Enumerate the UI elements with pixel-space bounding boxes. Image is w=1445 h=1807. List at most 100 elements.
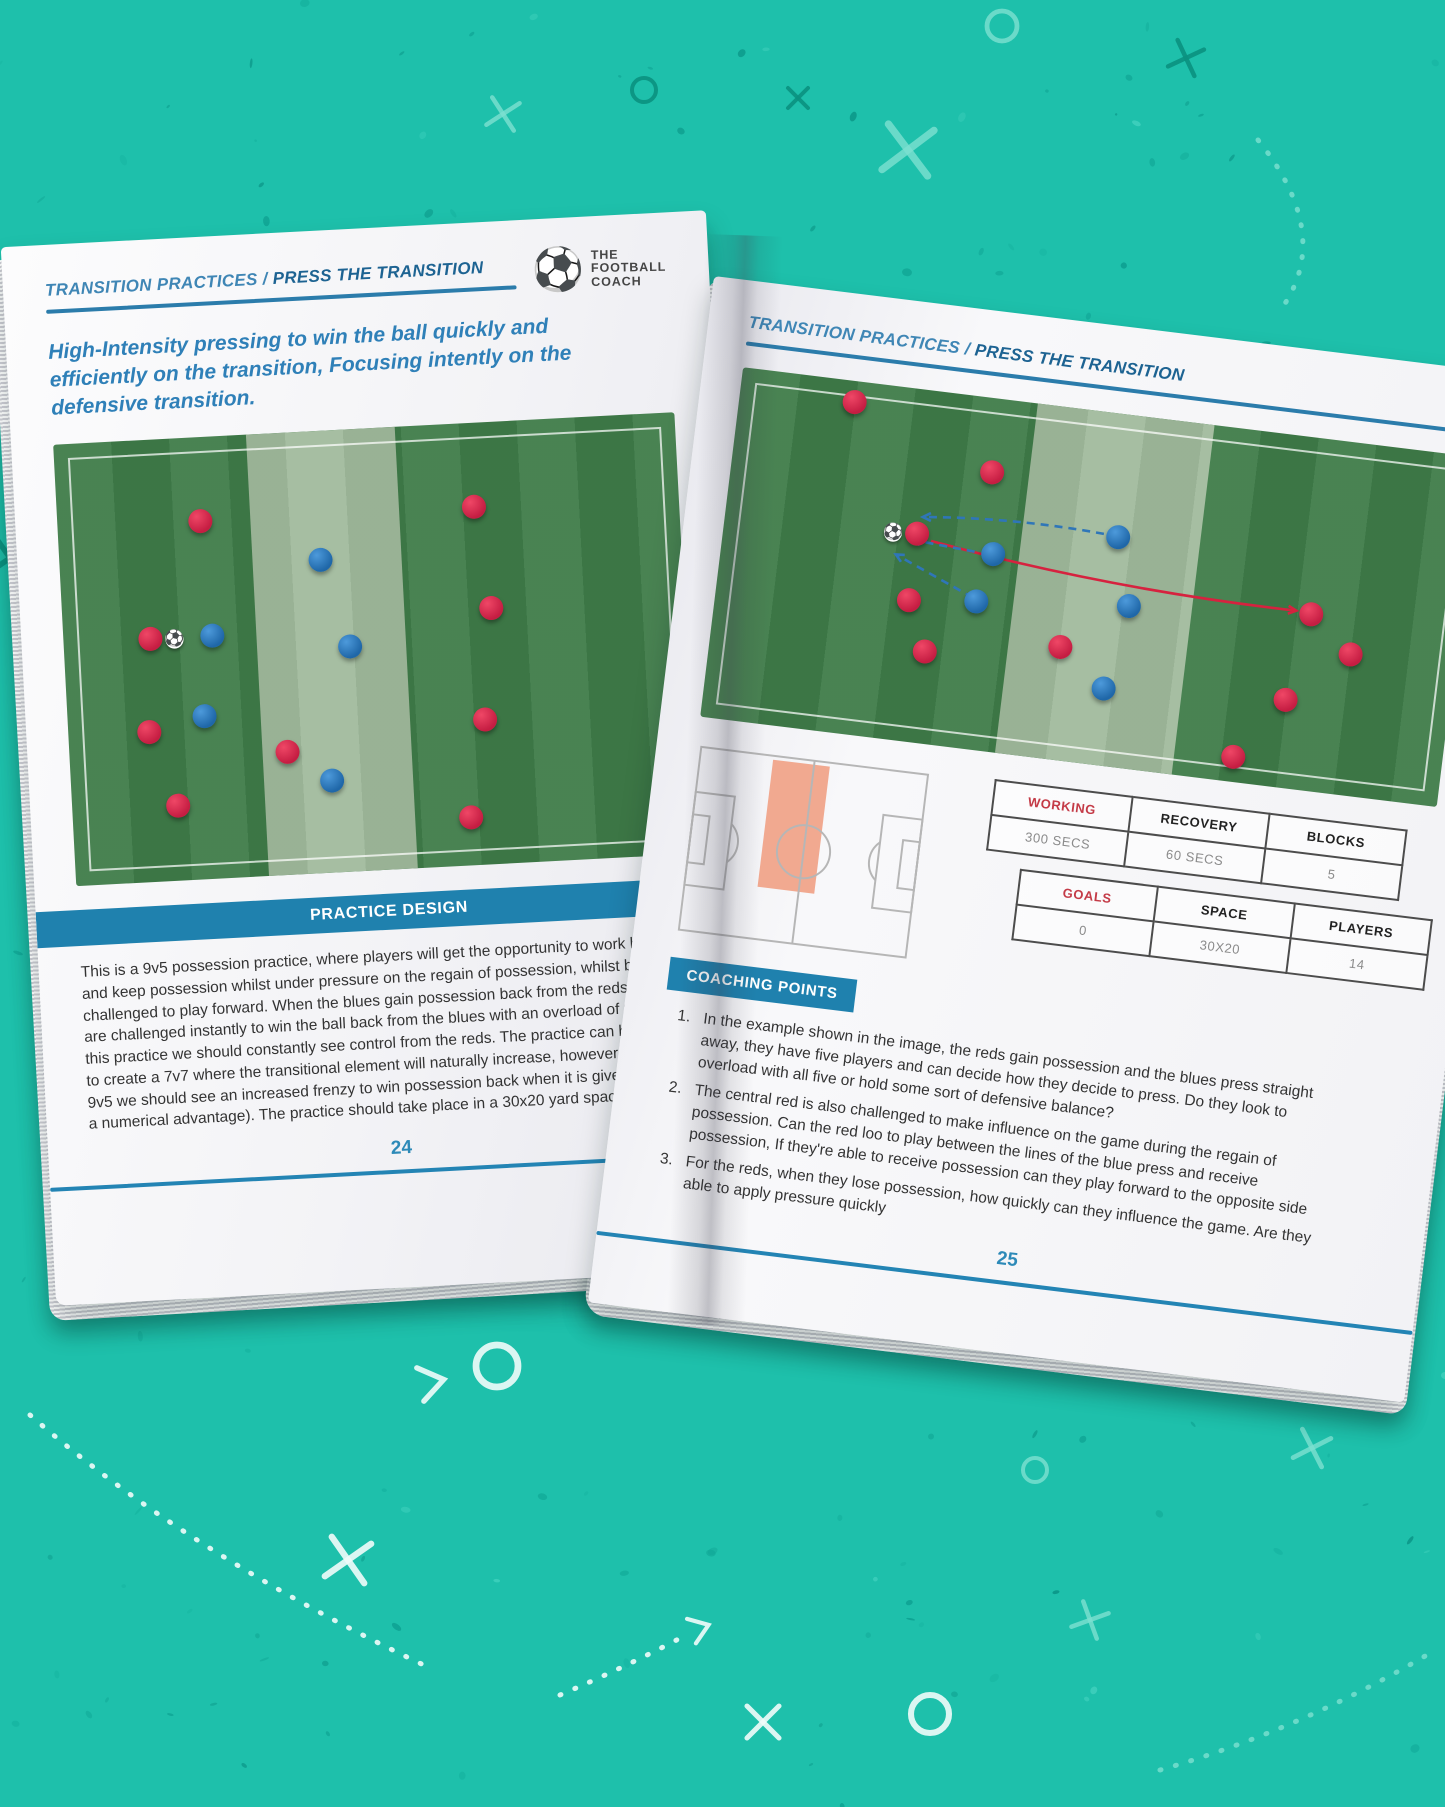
speckle [839,1803,845,1807]
speckle [167,1713,174,1716]
speckle [137,1330,143,1342]
speckle [13,950,23,956]
speckle [647,66,654,70]
doodle-x-icon [1165,37,1207,79]
session-info-tables: WORKING RECOVERY BLOCKS 300 SECS 60 SECS… [940,775,1444,991]
soccer-ball-icon: ⚽ [531,245,585,294]
speckle [619,1570,629,1576]
page-title-prefix: TRANSITION PRACTICES / [747,312,972,359]
speckle [47,1554,53,1560]
speckle [450,209,457,218]
speckle [254,139,257,143]
speckle [325,1731,330,1737]
doodle-x-icon [786,86,810,110]
speckle [361,1555,366,1562]
speckle [1090,1686,1098,1695]
speckle [244,1348,251,1353]
speckle [618,75,622,78]
speckle [0,60,3,66]
speckle [469,31,475,37]
speckle [249,58,253,69]
speckle [1406,1536,1414,1545]
doodle-dotted-path-icon [1157,1649,1435,1773]
speckle [905,1600,913,1606]
speckle [837,1514,843,1521]
speckle [419,131,427,140]
speckle [1045,89,1049,93]
speckle [258,182,264,188]
speckle [391,1622,402,1631]
mini-pitch-zone-diagram [677,745,930,959]
speckle [381,1488,387,1493]
speckle [54,1670,60,1679]
speckle [762,47,770,52]
doodle-dotted-path-icon [27,1412,433,1671]
speckle [901,268,912,277]
speckle [737,49,746,58]
speckle [1079,1435,1087,1443]
speckle [995,270,1004,276]
page-title-prefix: TRANSITION PRACTICES / [44,269,269,300]
speckle [583,1491,589,1496]
doodle-o-icon [907,1691,953,1737]
speckle [1273,1547,1283,1555]
speckle [537,1493,548,1500]
speckle [978,247,984,256]
speckle [1149,158,1156,167]
ball-icon: ⚽ [882,522,905,543]
speckle [1228,154,1235,162]
doodle-x-icon [1290,1426,1334,1470]
speckle [623,1658,630,1668]
doodle-x-icon [878,120,938,180]
speckle [1410,1744,1420,1753]
doodle-o-icon [630,76,658,104]
practice-subtitle: High-Intensity pressing to win the ball … [47,314,572,421]
speckle [928,1433,935,1440]
speckle [255,1633,260,1639]
speckle [1052,1590,1060,1595]
speckle [458,1771,466,1780]
speckle [85,1710,93,1719]
speckle [1008,243,1015,251]
doodle-o-icon [1021,1456,1049,1484]
speckle [1145,22,1150,32]
speckle [400,1506,411,1513]
speckle [121,1584,127,1588]
football-coach-logo: ⚽ THE FOOTBALL COACH [531,245,667,294]
pass-arrow [930,539,1297,612]
speckle [849,111,857,122]
speckle [1085,312,1092,320]
speckle [810,225,816,232]
speckle [1327,1453,1330,1458]
pitch-boundary-line [67,427,683,872]
press-run-arrow [922,515,1105,536]
arrowhead [1287,604,1300,615]
page-title-emphasis: PRESS THE TRANSITION [272,257,484,288]
logo-line: COACH [591,273,643,289]
doodle-o-icon [472,1341,522,1391]
speckle [21,1276,26,1283]
speckle [1039,248,1047,256]
speckle [1255,1632,1261,1641]
speckle [1362,1503,1369,1506]
press-transition-pitch-diagram: ⚽ [700,367,1445,808]
doodle-chevron-icon [414,1365,449,1404]
doodle-chevron-icon [684,1616,712,1646]
speckle [1431,59,1439,67]
speckle [1155,1510,1164,1518]
speckle [1185,101,1190,106]
coaching-points-banner: COACHING POINTS [666,956,858,1013]
doodle-dotted-path-icon [1255,137,1306,308]
speckle [918,1622,925,1628]
press-run-arrow [895,553,974,599]
arrowhead [919,511,932,523]
speckle [241,1763,247,1768]
speckle [989,1673,999,1683]
speckle [259,1657,269,1662]
pass-and-press-arrows [893,511,1300,615]
speckle [900,1561,907,1567]
speckle [1032,1430,1038,1439]
speckle [1198,113,1204,117]
speckle [11,1720,20,1727]
speckle [951,1691,958,1698]
